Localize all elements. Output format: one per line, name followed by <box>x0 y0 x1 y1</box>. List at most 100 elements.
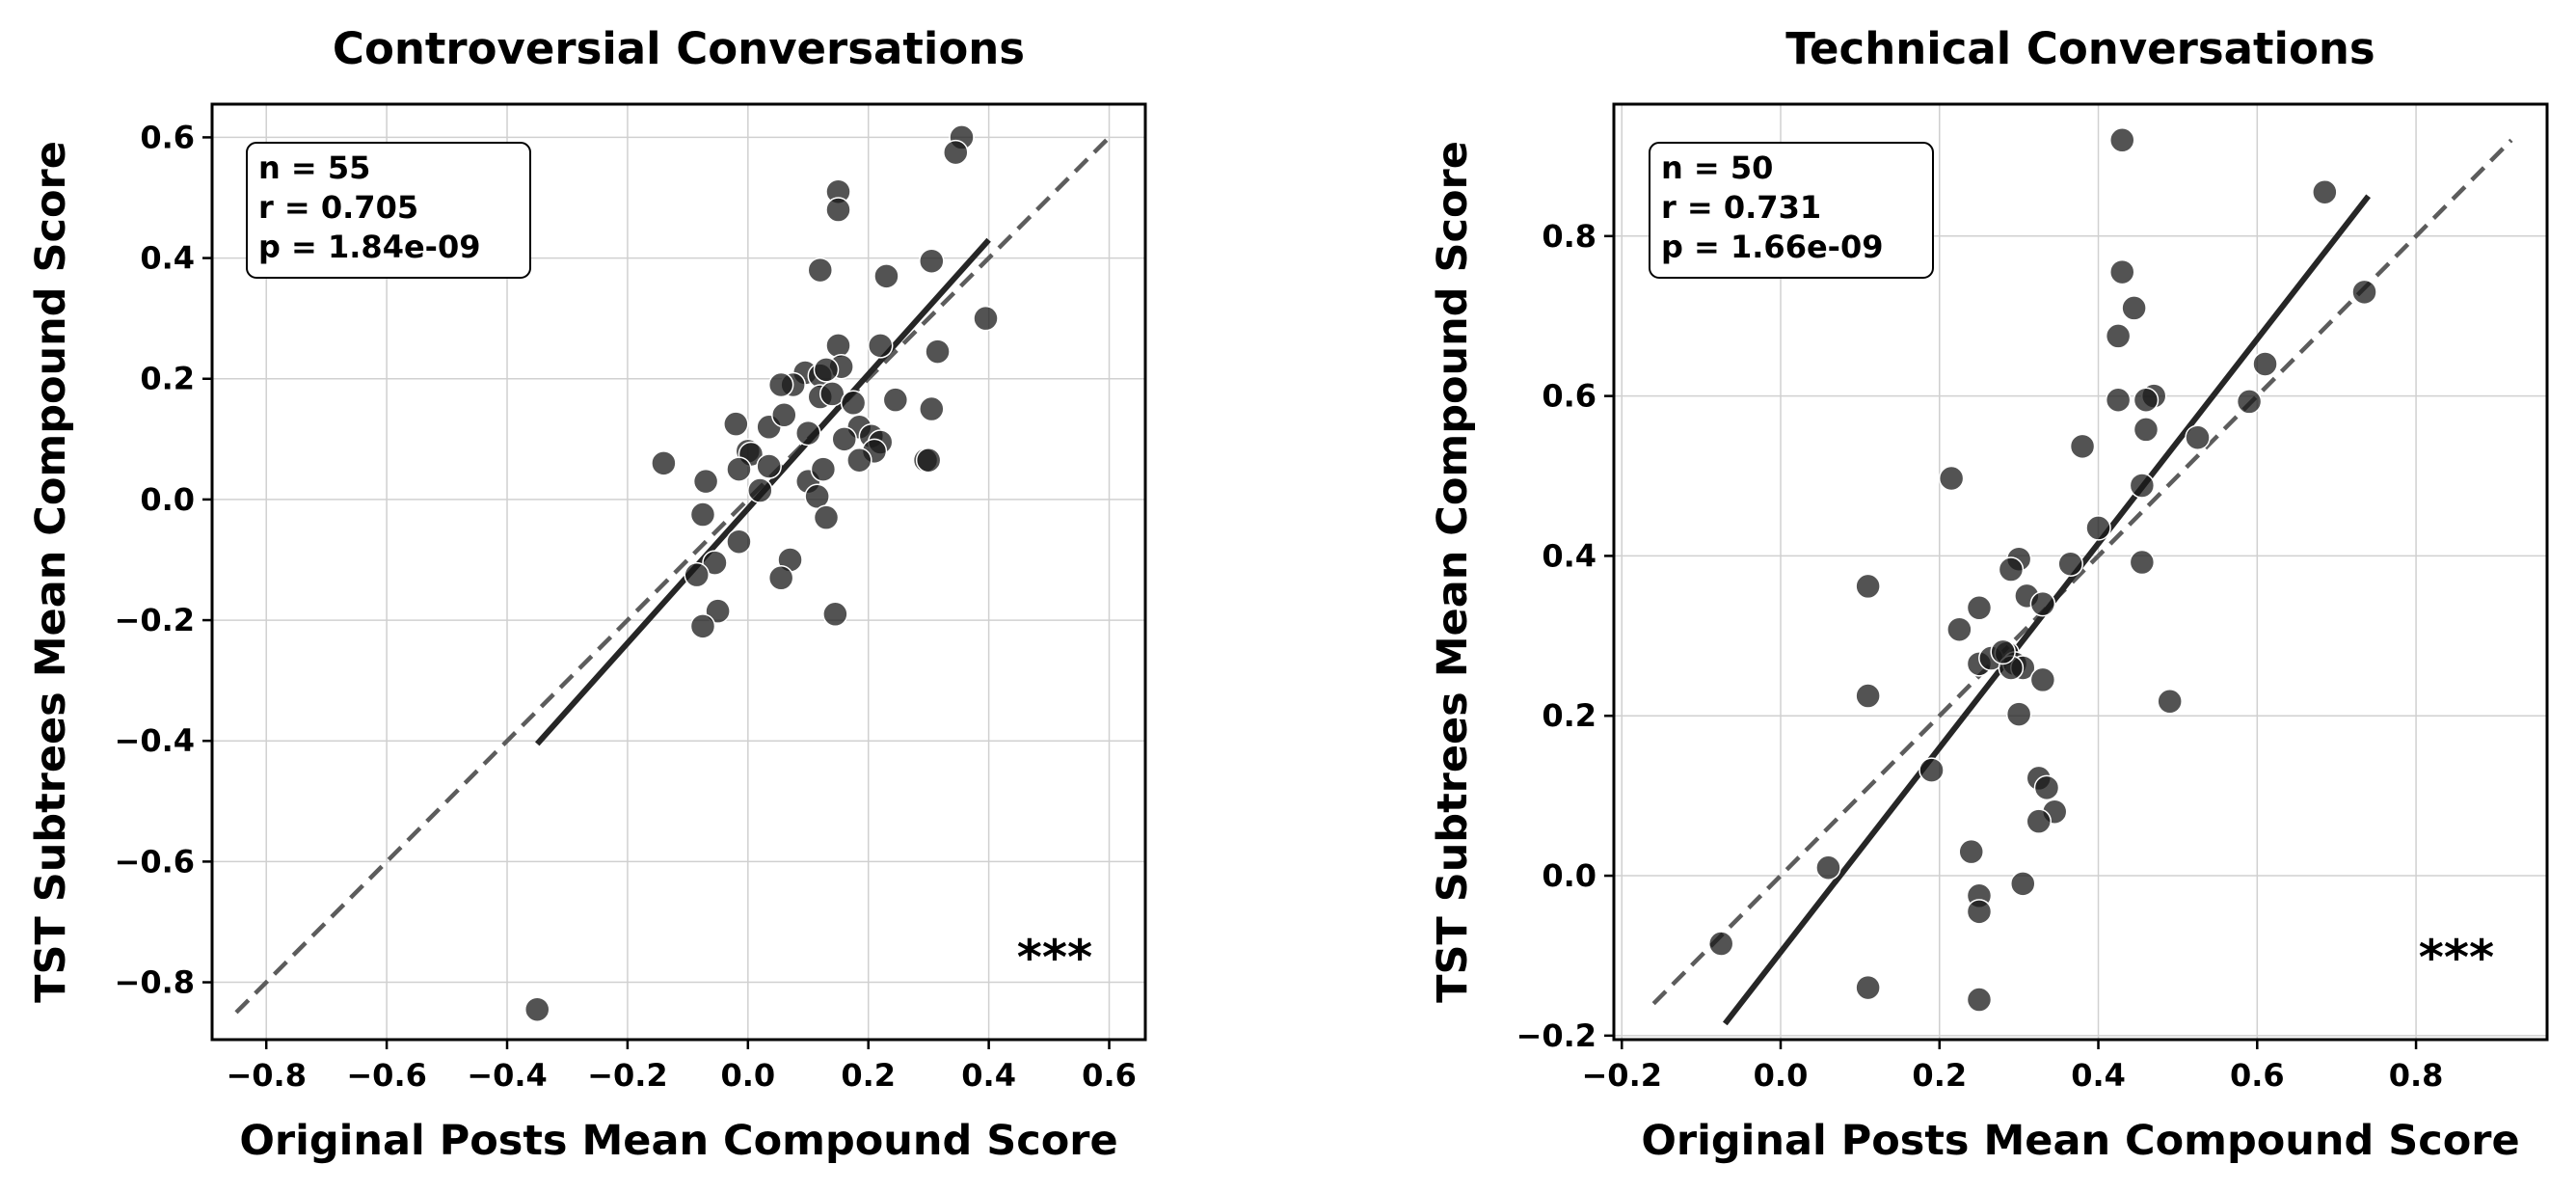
data-point <box>1966 595 1993 621</box>
data-point <box>2033 774 2060 801</box>
points <box>1707 127 2377 1013</box>
data-point <box>831 426 857 452</box>
data-point <box>2312 178 2338 205</box>
x-ticks: −0.2 0.0 0.2 0.4 0.6 0.8 <box>1581 1040 2443 1094</box>
data-point <box>705 598 731 624</box>
data-point <box>767 565 794 591</box>
x-tick-label: 0.6 <box>1082 1057 1137 1094</box>
x-tick-label: 0.2 <box>841 1057 896 1094</box>
grid <box>212 104 1145 1040</box>
data-point <box>807 257 834 284</box>
x-ticks: −0.8 −0.6 −0.4 −0.2 0.0 0.2 0.4 0.6 <box>226 1040 1137 1094</box>
data-point <box>689 613 716 639</box>
data-point <box>1946 616 1972 642</box>
data-point <box>825 197 851 223</box>
data-point <box>523 996 550 1022</box>
data-point <box>726 528 752 555</box>
data-point <box>1855 683 1881 709</box>
y-ticks: −0.8 −0.6 −0.4 −0.2 0.0 0.2 0.4 0.6 <box>115 119 212 1001</box>
data-point <box>2129 549 2156 576</box>
stats-box-frame <box>1649 142 1934 279</box>
data-point <box>2351 279 2377 306</box>
data-point <box>2121 295 2147 321</box>
y-tick-label: 0.0 <box>1542 857 1597 894</box>
data-point <box>1966 899 1993 925</box>
data-point <box>919 395 945 422</box>
x-tick-label: 0.0 <box>1754 1057 1809 1094</box>
x-tick-label: 0.4 <box>961 1057 1016 1094</box>
stat-r: r = 0.731 <box>1661 189 1821 226</box>
chart-title: Controversial Conversations <box>333 23 1025 74</box>
data-point <box>882 387 909 413</box>
data-point <box>2010 871 2036 897</box>
x-tick-label: 0.0 <box>720 1057 775 1094</box>
x-tick-label: −0.6 <box>346 1057 427 1094</box>
data-point <box>867 333 894 359</box>
data-point <box>1958 838 1984 865</box>
stats-box: n = 55 r = 0.705 p = 1.84e-09 <box>246 142 531 279</box>
significance-marker: *** <box>2419 930 2494 986</box>
data-point <box>747 477 773 503</box>
data-point <box>726 456 752 482</box>
points <box>523 124 999 1022</box>
x-tick-label: 0.6 <box>2230 1057 2285 1094</box>
data-point <box>915 447 942 474</box>
stat-p: p = 1.84e-09 <box>258 229 480 265</box>
y-tick-label: −0.6 <box>115 843 196 880</box>
data-point <box>2185 424 2211 450</box>
stat-r: r = 0.705 <box>258 189 418 226</box>
data-point <box>2133 387 2160 414</box>
x-tick-label: −0.2 <box>1581 1057 1662 1094</box>
identity-line <box>234 135 1112 1015</box>
data-point <box>1966 987 1993 1013</box>
data-point <box>2085 515 2111 541</box>
data-point <box>2252 351 2278 377</box>
data-point <box>2236 389 2263 415</box>
data-point <box>1998 556 2025 582</box>
x-tick-label: −0.4 <box>467 1057 548 1094</box>
data-point <box>840 390 867 417</box>
stat-p: p = 1.66e-09 <box>1661 229 1883 265</box>
panel-technical: −0.2 0.0 0.2 0.4 0.6 0.8 −0.20.00.20.40.60.8 … <box>1429 23 2549 1165</box>
data-point <box>2005 701 2032 727</box>
y-axis-label: TST Subtrees Mean Compound Score <box>1429 141 1477 1003</box>
y-tick-label: 0.0 <box>140 481 195 518</box>
panel-controversial: −0.8 −0.6 −0.4 −0.2 0.0 0.2 0.4 0.6 −0.8−0.6−0.… <box>27 23 1147 1165</box>
data-point <box>943 139 969 166</box>
y-tick-label: 0.6 <box>140 119 195 155</box>
y-tick-label: 0.2 <box>140 361 195 397</box>
data-point <box>819 381 845 407</box>
data-point <box>689 501 716 528</box>
data-point <box>919 248 945 274</box>
data-point <box>684 561 710 588</box>
data-point <box>822 601 848 628</box>
y-tick-label: 0.6 <box>1542 378 1597 415</box>
y-tick-label: −0.2 <box>115 602 196 638</box>
y-ticks: −0.2 0.0 0.2 0.4 0.6 0.8 <box>1516 218 1614 1054</box>
significance-marker: *** <box>1017 930 1092 986</box>
data-point <box>846 447 872 474</box>
data-point <box>810 456 837 482</box>
data-point <box>873 263 899 289</box>
grid <box>1614 104 2547 1040</box>
x-tick-label: 0.4 <box>2071 1057 2126 1094</box>
data-point <box>1707 931 1734 957</box>
data-point <box>2109 258 2135 285</box>
data-point <box>2057 551 2083 577</box>
data-point <box>804 483 830 510</box>
data-point <box>2133 417 2160 443</box>
data-point <box>771 402 797 428</box>
data-point <box>2105 323 2132 349</box>
data-point <box>813 504 840 530</box>
y-tick-label: 0.4 <box>140 240 195 277</box>
data-point <box>692 468 719 495</box>
data-point <box>825 333 851 359</box>
chart-title: Technical Conversations <box>1785 23 2375 74</box>
data-point <box>2109 127 2135 153</box>
data-point <box>2157 689 2183 715</box>
data-point <box>1815 854 1841 881</box>
data-point <box>1919 757 1945 783</box>
y-tick-label: 0.4 <box>1542 537 1597 574</box>
data-point <box>1990 638 2016 665</box>
y-axis-label: TST Subtrees Mean Compound Score <box>27 141 75 1003</box>
